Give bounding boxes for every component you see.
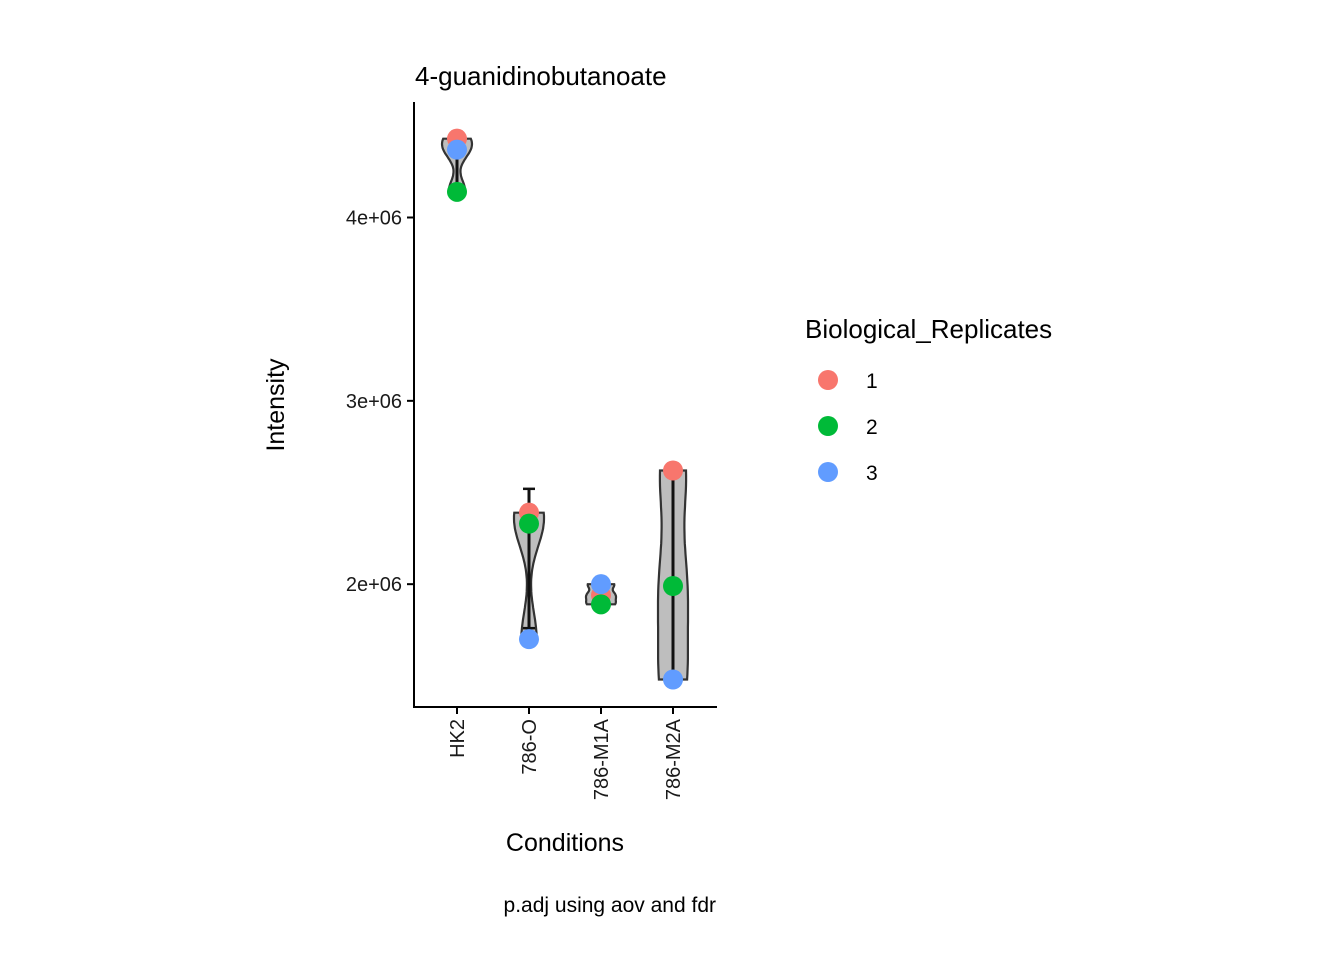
legend-entries: 1 2 3 — [818, 370, 878, 485]
y-axis-ticks: 2e+06 3e+06 4e+06 — [346, 208, 414, 596]
data-point-rep3 — [663, 669, 683, 690]
data-point-rep2 — [663, 576, 683, 596]
x-tick-label: 786-M1A — [591, 718, 613, 800]
legend-label: 1 — [866, 370, 878, 393]
y-axis-title: Intensity — [262, 358, 290, 452]
data-point-rep1 — [663, 460, 683, 481]
data-point-rep2 — [591, 594, 611, 615]
y-tick-label: 4e+06 — [346, 208, 402, 230]
legend: Biological_Replicates 1 2 3 — [805, 314, 1052, 485]
x-axis-title: Conditions — [506, 829, 624, 857]
x-axis-ticks: HK2 786-O 786-M1A 786-M2A — [447, 707, 685, 800]
legend-swatch — [818, 370, 838, 390]
data-point-rep2 — [519, 513, 539, 534]
legend-label: 3 — [866, 462, 878, 485]
x-tick-label: HK2 — [447, 719, 469, 758]
x-tick-label: 786-O — [519, 719, 541, 775]
errorbar-layer — [451, 137, 679, 681]
y-tick-label: 2e+06 — [346, 574, 402, 596]
chart-title: 4-guanidinobutanoate — [415, 61, 667, 91]
violin-layer — [440, 137, 690, 681]
legend-swatch — [818, 462, 838, 482]
y-tick-label: 3e+06 — [346, 391, 402, 413]
caption: p.adj using aov and fdr — [504, 894, 716, 917]
data-point-rep3 — [447, 139, 467, 160]
data-point-rep3 — [519, 629, 539, 650]
legend-label: 2 — [866, 416, 878, 439]
legend-title: Biological_Replicates — [805, 314, 1052, 344]
x-tick-label: 786-M2A — [663, 718, 685, 800]
data-point-rep3 — [591, 574, 611, 595]
legend-swatch — [818, 416, 838, 436]
points-layer — [447, 128, 683, 690]
data-point-rep2 — [447, 181, 467, 202]
